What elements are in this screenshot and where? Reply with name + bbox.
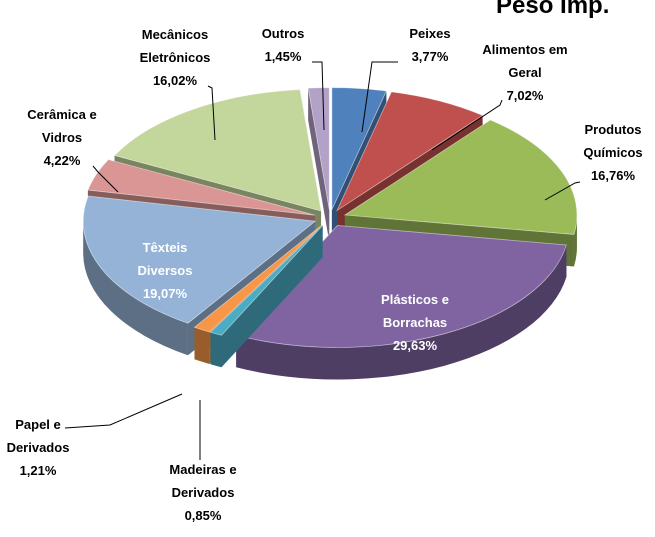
value-label: 3,77% <box>411 49 449 64</box>
value-label: 7,02% <box>506 88 544 103</box>
category-label: Peixes <box>409 26 451 41</box>
leader-line <box>207 85 216 141</box>
slice <box>343 119 578 235</box>
category-label: Cerâmica e Vidros <box>27 107 97 145</box>
slice <box>87 159 316 216</box>
leader-line <box>544 181 581 201</box>
category-label: Outros <box>261 26 305 41</box>
value-label: 29,63% <box>392 338 438 353</box>
slice-label: Plásticos e Borrachas 29,63% <box>367 288 463 357</box>
slice <box>113 89 322 212</box>
slice-wall <box>308 88 330 242</box>
slice-label: Cerâmica e Vidros 4,22% <box>20 103 104 172</box>
slice-side-shade <box>210 332 222 368</box>
slice <box>336 91 484 212</box>
category-label: Madeiras e Derivados <box>169 462 237 500</box>
slice-side-shade <box>236 244 567 380</box>
slice-side <box>194 327 210 364</box>
slice <box>209 225 323 336</box>
pie <box>82 87 578 380</box>
slice-side-shade <box>83 221 188 356</box>
slice-label: Têxteis Diversos 19,07% <box>127 236 203 305</box>
category-label: Têxteis Diversos <box>137 240 193 278</box>
leader-lines <box>64 61 581 460</box>
value-label: 16,76% <box>590 168 636 183</box>
slice-wall-shade <box>210 225 323 365</box>
category-label: Alimentos em Geral <box>482 42 568 80</box>
slice <box>193 224 323 333</box>
slice-label: Produtos Químicos 16,76% <box>571 118 655 187</box>
slice-wall <box>210 225 323 365</box>
slice <box>82 195 317 324</box>
leader-line <box>312 61 325 131</box>
slice-side-shade <box>573 214 577 267</box>
category-label: Papel e Derivados <box>6 417 70 455</box>
category-label: Plásticos e Borrachas <box>381 292 449 330</box>
value-label: 16,02% <box>152 73 198 88</box>
slice-wall-shade <box>308 88 330 242</box>
slice-label: Peixes 3,77% <box>395 22 465 68</box>
slice-side <box>236 244 567 380</box>
slice-label: Alimentos em Geral 7,02% <box>473 38 577 107</box>
value-label: 4,22% <box>43 153 81 168</box>
chart-title: Peso Imp. <box>496 0 610 19</box>
value-label: 19,07% <box>142 286 188 301</box>
value-label: 0,85% <box>184 508 222 523</box>
slice-label: Mecânicos Eletrônicos 16,02% <box>125 23 225 92</box>
leader-line <box>361 61 398 133</box>
leader-line <box>92 165 119 193</box>
slice <box>331 87 387 210</box>
value-label: 1,45% <box>264 49 302 64</box>
category-label: Mecânicos Eletrônicos <box>139 27 211 65</box>
leader-line <box>64 393 183 429</box>
slice-side <box>83 221 188 356</box>
slice-label: Papel e Derivados 1,21% <box>0 413 78 482</box>
value-label: 1,21% <box>19 463 57 478</box>
slice-label: Outros 1,45% <box>253 22 313 68</box>
slice-side <box>573 214 577 267</box>
slice-label: Madeiras e Derivados 0,85% <box>153 458 253 527</box>
slice-side-shade <box>194 327 210 364</box>
leader-line <box>431 99 503 151</box>
category-label: Produtos Químicos <box>583 122 643 160</box>
slice-side <box>210 332 222 368</box>
